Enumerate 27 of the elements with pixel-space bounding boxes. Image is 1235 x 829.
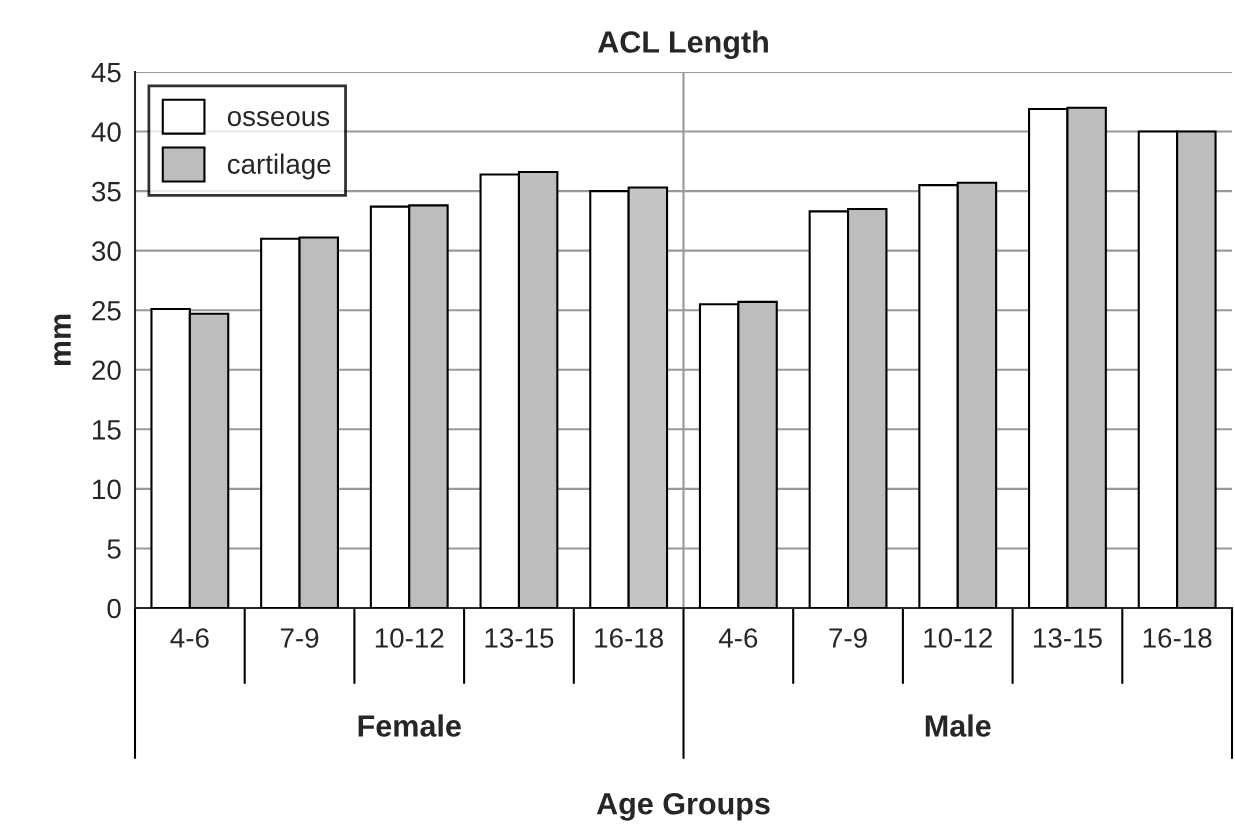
chart-title: ACL Length [597, 30, 768, 60]
y-tick-label: 25 [92, 300, 121, 321]
text: Male [925, 714, 991, 737]
y-axis-title: mm [54, 314, 71, 366]
y-tick-label: 10 [93, 479, 121, 500]
x-tick-label: 13-15 [1034, 628, 1102, 648]
y-tick-label: 30 [91, 241, 121, 262]
y-tick-label: 0 [107, 598, 121, 619]
x-axis-title: Age Groups [596, 792, 770, 821]
y-tick-label: 40 [91, 122, 121, 142]
x-tick-label: 13-15 [485, 628, 554, 648]
x-tick-label: 4-6 [170, 628, 209, 648]
x-tick-label: 7-9 [280, 628, 319, 648]
text: Female [358, 714, 461, 737]
x-tick-label: 16-18 [595, 628, 663, 648]
x-tick-label: 7-9 [829, 628, 867, 648]
y-tick-label: 35 [91, 181, 121, 202]
y-tick-label: 5 [107, 539, 121, 559]
x-tick-label: 10-12 [924, 628, 992, 648]
y-tick-label: 15 [93, 420, 121, 440]
x-tick-label: 4-6 [718, 628, 758, 648]
y-tick-label: 20 [92, 360, 121, 381]
legend-label: cartilage [227, 153, 331, 180]
legend-label: osseous [227, 110, 330, 127]
x-tick-label: 16-18 [1143, 628, 1212, 648]
y-tick-label: 45 [91, 62, 121, 83]
x-tick-label: 10-12 [375, 628, 444, 648]
